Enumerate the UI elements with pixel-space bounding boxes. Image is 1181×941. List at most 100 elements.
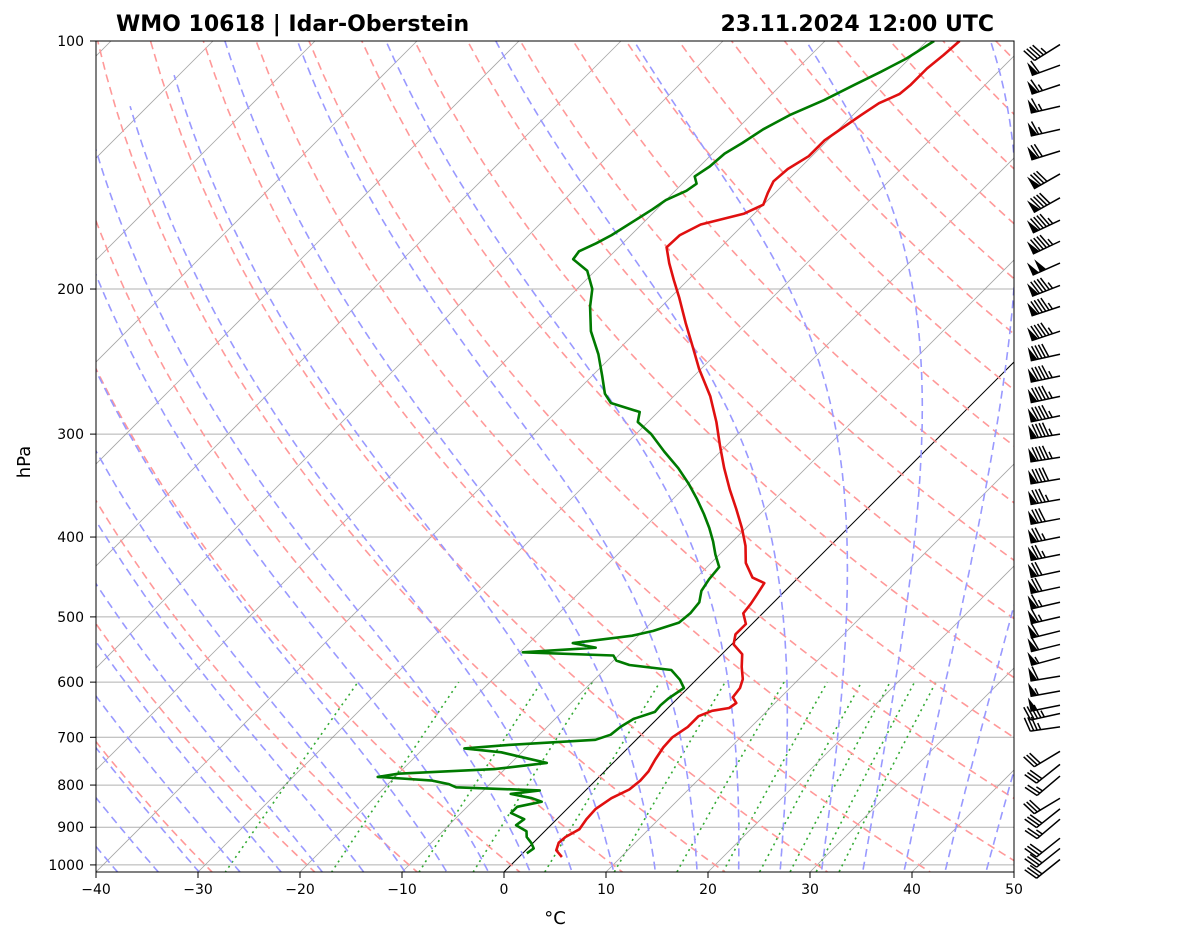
plot-background xyxy=(96,41,1014,872)
y-tick-label: 500 xyxy=(57,610,84,626)
wind-barb xyxy=(1027,682,1061,698)
wind-barb xyxy=(1027,651,1061,667)
wind-barb xyxy=(1027,636,1061,653)
wind-barb xyxy=(1028,666,1061,682)
wind-barb xyxy=(1027,508,1061,525)
moist-adiabat xyxy=(944,602,1014,872)
y-tick-label: 900 xyxy=(57,820,84,836)
isotherm-line xyxy=(1116,41,1181,872)
x-axis-ticks: −40 −30 −20 −10 0 10 20 30 40 50 xyxy=(81,872,1023,898)
wind-barb xyxy=(1024,808,1061,829)
mixing-ratio-line xyxy=(675,681,785,872)
moist-adiabat xyxy=(96,582,324,872)
moist-adiabat xyxy=(495,41,789,872)
mixing-ratio-line xyxy=(722,681,828,872)
x-axis-label: °C xyxy=(544,908,566,929)
moist-adiabat xyxy=(96,449,407,872)
y-tick-label: 600 xyxy=(57,675,84,691)
y-tick-label: 700 xyxy=(57,730,84,746)
mixing-ratio-line xyxy=(224,681,359,872)
dry-adiabat xyxy=(625,41,1014,447)
wind-barb xyxy=(1027,60,1061,77)
isotherm-line xyxy=(96,41,622,567)
wind-barb xyxy=(1027,561,1061,579)
dry-adiabat xyxy=(96,740,214,872)
mixing-ratio-line xyxy=(789,681,891,872)
dry-adiabat xyxy=(96,622,316,872)
y-tick-label: 100 xyxy=(57,34,84,50)
dry-adiabat xyxy=(96,218,624,872)
wind-barb xyxy=(1028,467,1061,485)
wind-barbs xyxy=(1023,43,1061,879)
moist-adiabat xyxy=(96,640,283,872)
chart-title-left: WMO 10618 | Idar-Oberstein xyxy=(116,12,469,37)
mixing-ratio-line xyxy=(838,681,937,872)
moist-adiabat-lines xyxy=(0,41,1014,882)
x-tick-label: −20 xyxy=(285,882,315,898)
wind-barb xyxy=(1023,750,1061,768)
wind-barb xyxy=(1024,775,1061,797)
wind-barb xyxy=(1026,277,1061,297)
isotherm-line xyxy=(96,41,724,669)
dry-adiabat xyxy=(96,499,419,872)
dry-adiabat xyxy=(149,41,829,872)
isotherm-line xyxy=(1013,871,1014,872)
wind-barb xyxy=(1026,259,1061,276)
dry-adiabat xyxy=(255,41,1014,862)
x-tick-label: −10 xyxy=(387,882,417,898)
mixing-ratio-line xyxy=(815,681,916,872)
y-tick-label: 400 xyxy=(57,530,84,546)
wind-barb xyxy=(1027,608,1061,625)
wind-barb xyxy=(1028,488,1061,506)
mixing-ratio-line xyxy=(613,681,726,872)
y-axis-ticks: 100 200 300 400 500 600 700 800 900 1000 xyxy=(48,34,96,874)
moist-adiabat xyxy=(96,694,242,872)
y-tick-label: 800 xyxy=(57,778,84,794)
dry-adiabat xyxy=(1154,41,1181,882)
x-tick-label: 50 xyxy=(1005,882,1023,898)
moist-adiabat xyxy=(296,41,698,872)
dry-adiabat xyxy=(572,41,1014,504)
wind-barb xyxy=(1023,704,1061,721)
wind-barb xyxy=(1028,422,1061,440)
temperature-profile xyxy=(555,41,961,858)
moist-adiabat xyxy=(385,41,740,872)
wind-barb xyxy=(1027,343,1061,362)
wind-barb xyxy=(1027,697,1061,712)
wind-barb xyxy=(1026,192,1061,214)
y-tick-label: 200 xyxy=(57,282,84,298)
y-tick-label: 300 xyxy=(57,427,84,443)
dewpoint-profile xyxy=(376,41,935,855)
isotherm-line xyxy=(401,259,1014,872)
wind-barb xyxy=(1028,445,1061,463)
mixing-ratio-line xyxy=(758,681,863,872)
mixing-ratio-line xyxy=(543,681,661,872)
wind-barb xyxy=(1026,213,1061,234)
wind-barb xyxy=(1027,98,1061,114)
moist-adiabat xyxy=(903,41,1014,872)
wind-barb xyxy=(1027,527,1061,544)
mixing-ratio-line xyxy=(472,681,594,872)
wind-barb xyxy=(1027,365,1061,383)
wind-barb xyxy=(1027,79,1061,95)
moist-adiabat xyxy=(805,41,924,872)
moist-adiabat xyxy=(633,41,849,872)
isotherm-line xyxy=(197,55,1014,872)
plot-frame xyxy=(95,40,1015,873)
x-tick-label: 20 xyxy=(699,882,717,898)
wind-barb xyxy=(1027,121,1061,137)
zero-isotherm xyxy=(503,361,1014,872)
moist-adiabat xyxy=(129,105,573,872)
isotherm-line xyxy=(96,41,520,465)
wind-barb xyxy=(1024,763,1061,784)
wind-barb xyxy=(1027,544,1061,562)
x-tick-label: 10 xyxy=(597,882,615,898)
wind-barb xyxy=(1026,234,1061,255)
moist-adiabat xyxy=(0,428,86,882)
wind-barb xyxy=(1027,594,1061,610)
chart-title-right: 23.11.2024 12:00 UTC xyxy=(720,12,994,37)
wind-barb xyxy=(1027,170,1061,190)
dry-adiabat xyxy=(995,41,1014,61)
moist-adiabat xyxy=(96,272,490,872)
